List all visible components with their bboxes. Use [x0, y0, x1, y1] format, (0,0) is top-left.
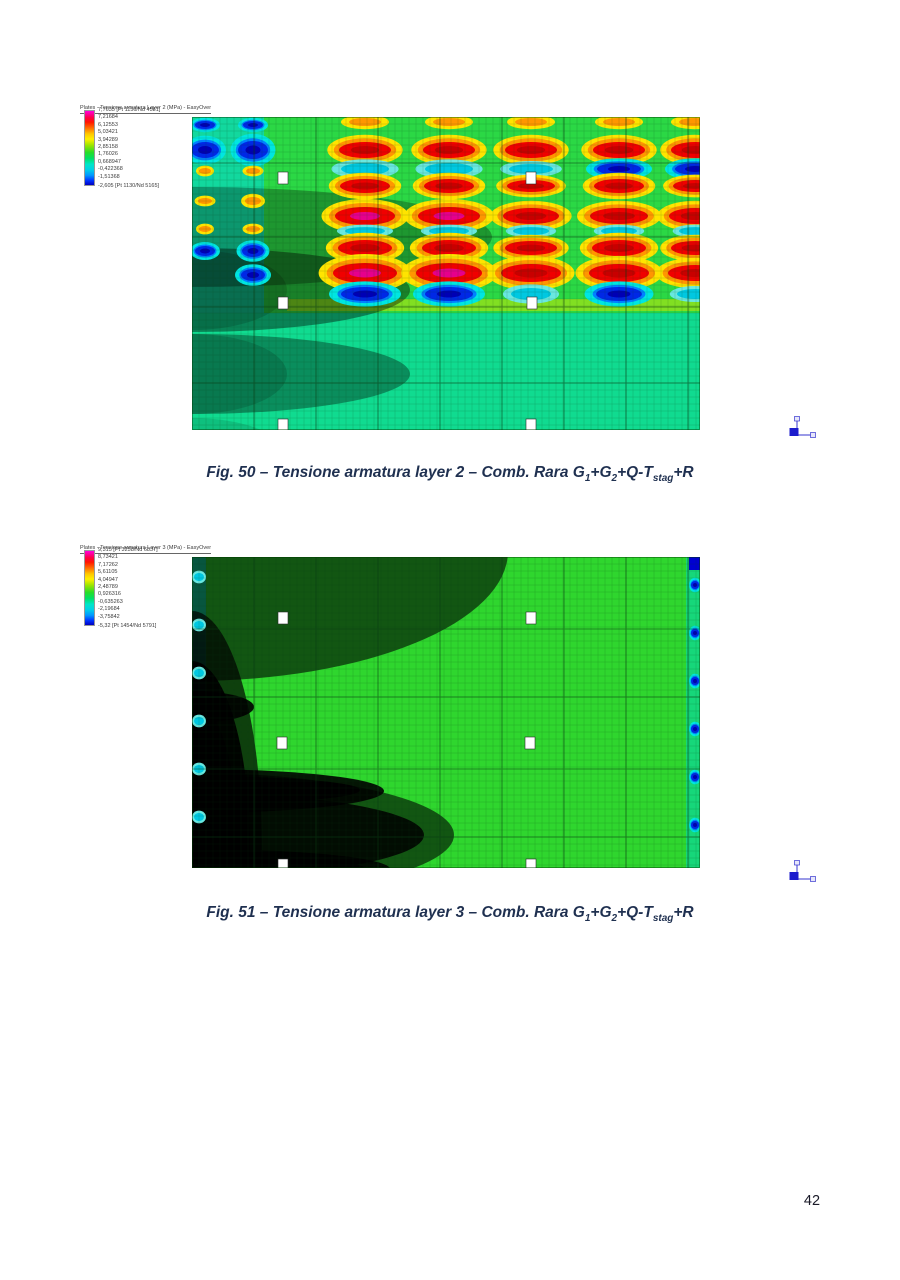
legend-tick-label: 7,21684	[98, 114, 118, 121]
caption-subscript: 1	[584, 473, 591, 485]
legend-tick-label: 8,73421	[98, 554, 118, 561]
plate-opening-marker	[525, 418, 537, 430]
legend-max-label: 7,7635 [Pt 1156/Nd 4581]	[98, 107, 161, 113]
legend-tick-label: 0,926316	[98, 591, 121, 598]
legend-tick-label: 3,94289	[98, 136, 118, 143]
plate-opening-marker	[525, 858, 537, 868]
legend-tick-label: 4,04947	[98, 576, 118, 583]
legend-tick-label: 6,12553	[98, 121, 118, 128]
legend-tick-label: 2,85158	[98, 144, 118, 150]
contour-plot-fig50	[192, 117, 700, 430]
plate-opening-marker	[277, 296, 289, 310]
plate-opening-marker	[276, 736, 288, 750]
plate-opening-marker	[525, 611, 537, 625]
legend-min-label: -5,32 [Pt 1454/Nd 5791]	[98, 623, 157, 629]
plate-opening-marker	[525, 171, 537, 185]
legend-tick-label: 5,03421	[98, 129, 118, 136]
figure-caption-50: Fig. 50 – Tensione armatura layer 2 – Co…	[0, 463, 900, 485]
caption-text: Fig. 50 – Tensione armatura layer 2 – Co…	[206, 464, 585, 481]
legend-title: Plates - Tensione armatura Layer 2 (MPa)…	[80, 105, 212, 114]
legend-labels: 7,7635 [Pt 1156/Nd 4581] 7,21684 6,12553 5,…	[80, 96, 230, 196]
legend-fig50: Plates - Tensione armatura Layer 2 (MPa)…	[80, 96, 230, 196]
mesh-grid-major	[192, 557, 700, 868]
page-number: 42	[803, 1193, 821, 1209]
legend-tick-label: 1,76026	[98, 151, 118, 158]
plate-opening-marker	[277, 418, 289, 430]
figure-caption-51: Fig. 51 – Tensione armatura layer 3 – Co…	[0, 903, 900, 925]
legend-tick-label: 7,17262	[98, 561, 118, 568]
plate-opening-marker	[526, 296, 538, 310]
plate-opening-marker	[524, 736, 536, 750]
plate-opening-marker	[277, 611, 289, 625]
caption-subscript: 2	[611, 913, 618, 925]
legend-labels: 9,315 [Pt 3258/Nd 6837] 8,73421 7,17262 5,6…	[80, 536, 230, 636]
caption-text: +R	[673, 904, 694, 921]
legend-tick-label: -3,75842	[98, 613, 120, 620]
caption-text: Fig. 51 – Tensione armatura layer 3 – Co…	[206, 904, 585, 921]
caption-text: +Q-T	[617, 464, 653, 481]
legend-tick-label: 2,48789	[98, 584, 118, 590]
mesh-grid-major	[192, 117, 700, 430]
legend-tick-label: -1,51368	[98, 173, 120, 180]
legend-max-label: 9,315 [Pt 3258/Nd 6837]	[98, 547, 158, 553]
caption-subscript: stag	[652, 913, 674, 925]
legend-tick-label: -0,635263	[98, 598, 123, 605]
caption-text: +Q-T	[617, 904, 653, 921]
legend-colorbar	[84, 550, 95, 626]
caption-subscript: 2	[611, 473, 618, 485]
caption-text: +G	[590, 904, 612, 921]
legend-tick-label: 0,668947	[98, 158, 121, 165]
axis-triad-icon	[789, 860, 816, 882]
caption-text: +R	[673, 464, 694, 481]
plate-opening-marker	[277, 858, 289, 868]
legend-tick-label: 5,61105	[98, 569, 118, 576]
plate-opening-marker	[277, 171, 289, 185]
caption-subscript: 1	[584, 913, 591, 925]
legend-colorbar	[84, 110, 95, 186]
legend-tick-label: -2,19684	[98, 606, 120, 613]
mesh-grid	[192, 557, 700, 868]
legend-min-label: -2,605 [Pt 1130/Nd 5165]	[98, 183, 160, 189]
mesh-grid	[192, 117, 700, 430]
axis-triad-icon	[789, 416, 816, 438]
legend-fig51: Plates - Tensione armatura Layer 3 (MPa)…	[80, 536, 230, 636]
legend-title: Plates - Tensione armatura Layer 3 (MPa)…	[80, 545, 212, 554]
legend-tick-label: -0,422368	[98, 166, 123, 173]
contour-plot-fig51	[192, 557, 700, 868]
caption-subscript: stag	[652, 473, 674, 485]
caption-text: +G	[590, 464, 612, 481]
